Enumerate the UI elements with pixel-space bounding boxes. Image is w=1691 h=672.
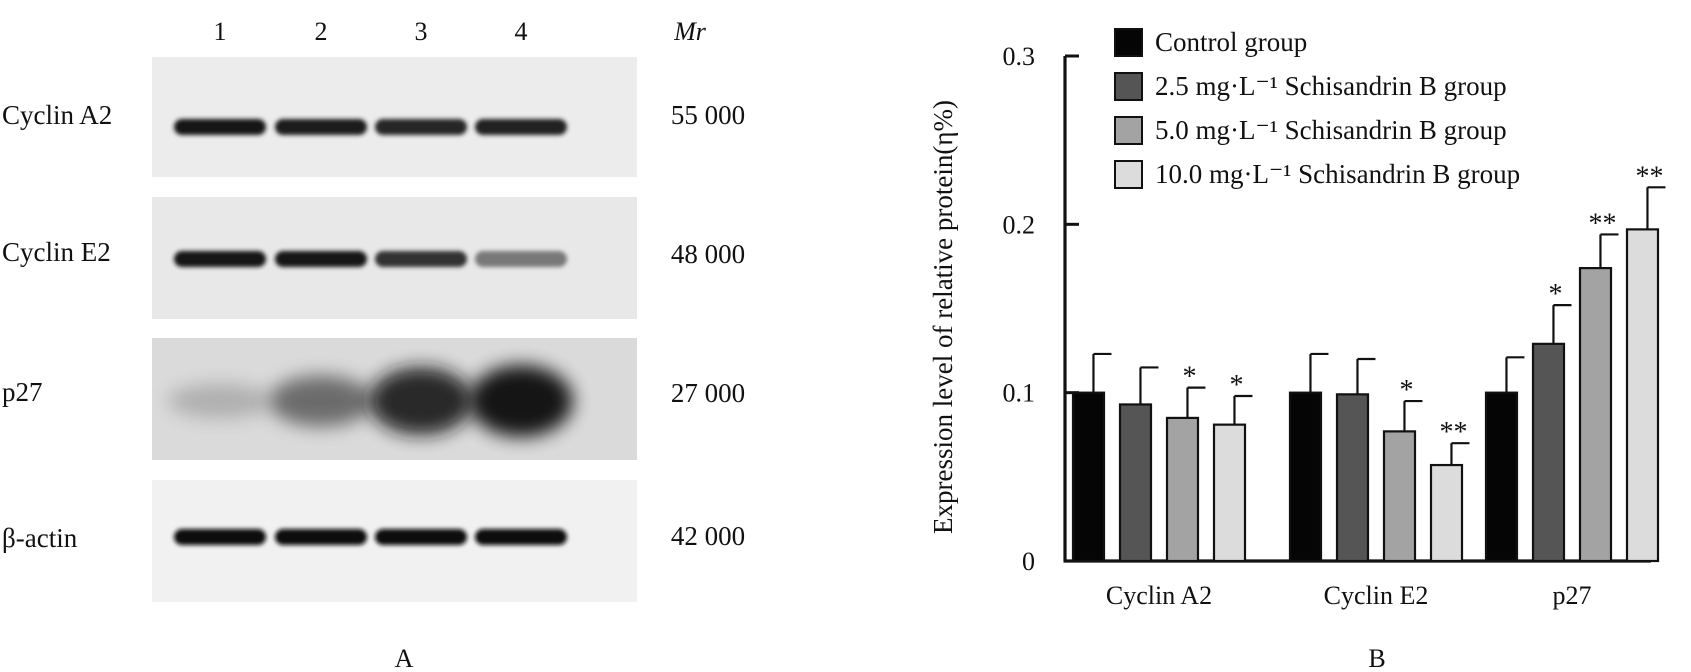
bar	[1531, 342, 1566, 563]
blot-band	[275, 529, 367, 545]
significance-marker: **	[1439, 417, 1467, 448]
legend-swatch	[1114, 28, 1143, 57]
blot-band	[269, 375, 373, 427]
lane-label-4: 4	[515, 17, 528, 46]
blot-band	[275, 119, 367, 135]
blot-band	[168, 383, 272, 419]
y-tick-label: 0.1	[1003, 379, 1036, 408]
blot-protein-label: Cyclin A2	[2, 100, 112, 130]
lane-labels: 1 2 3 4	[214, 17, 528, 46]
y-axis-title: Expression level of relative protein(η%)	[928, 100, 958, 534]
lane-label-3: 3	[415, 17, 428, 46]
blot-strip-cyclin-e2: Cyclin E2 48 000	[2, 197, 745, 319]
legend-label: 2.5 mg·L⁻¹ Schisandrin B group	[1155, 71, 1507, 101]
blot-strip-cyclin-a2: Cyclin A2 55 000	[2, 57, 745, 177]
blot-strip-p27: p27 27 000	[2, 338, 745, 460]
significance-marker: **	[1588, 208, 1616, 239]
blot-mr-value: 48 000	[671, 239, 745, 269]
bar	[1335, 393, 1370, 563]
bar	[1118, 403, 1153, 563]
blot-band	[174, 251, 266, 267]
bar	[1212, 423, 1247, 563]
blot-background	[152, 57, 637, 177]
mr-header: Mr	[673, 17, 707, 46]
blot-band	[469, 365, 573, 437]
blot-band	[475, 529, 567, 545]
blot-mr-value: 42 000	[671, 521, 745, 551]
y-axis-label: Expression level of relative protein(η%)	[928, 100, 958, 534]
bar	[1429, 463, 1464, 563]
significance-marker: *	[1229, 370, 1243, 401]
blot-band	[275, 251, 367, 267]
blot-band	[475, 251, 567, 267]
legend-label: 10.0 mg·L⁻¹ Schisandrin B group	[1155, 159, 1520, 189]
legend-label: Control group	[1155, 27, 1307, 57]
significance-marker: *	[1548, 279, 1562, 310]
lane-label-1: 1	[214, 17, 227, 46]
blot-mr-value: 55 000	[671, 100, 745, 130]
blot-protein-label: p27	[2, 377, 43, 407]
bar	[1484, 391, 1519, 563]
bar	[1165, 416, 1200, 563]
x-tick-label: Cyclin E2	[1324, 581, 1429, 610]
blot-mr-value: 27 000	[671, 378, 745, 408]
x-tick-label: Cyclin A2	[1106, 581, 1212, 610]
blot-strip-beta-actin: β-actin 42 000	[2, 480, 745, 602]
significance-marker: **	[1635, 161, 1663, 192]
bar	[1578, 267, 1613, 563]
blot-band	[375, 119, 467, 135]
blot-band	[375, 529, 467, 545]
legend-swatch	[1114, 160, 1143, 189]
legend: Control group 2.5 mg·L⁻¹ Schisandrin B gr…	[1114, 27, 1520, 189]
bar	[1288, 391, 1323, 563]
panel-label-a: A	[395, 644, 414, 672]
blot-band	[174, 529, 266, 545]
blot-protein-label: β-actin	[2, 523, 78, 553]
blot-band	[475, 119, 567, 135]
y-tick-label: 0.3	[1003, 42, 1036, 71]
bar	[1382, 430, 1417, 563]
y-tick-label: 0	[1022, 547, 1035, 576]
significance-marker: *	[1399, 375, 1413, 406]
blot-band	[369, 367, 473, 435]
bar	[1625, 228, 1660, 563]
y-tick-label: 0.2	[1003, 210, 1036, 239]
legend-swatch	[1114, 72, 1143, 101]
blot-band	[174, 119, 266, 135]
x-tick-label: p27	[1553, 581, 1592, 610]
legend-swatch	[1114, 116, 1143, 145]
lane-label-2: 2	[315, 17, 328, 46]
panel-label-b: B	[1368, 644, 1385, 672]
significance-marker: *	[1182, 362, 1196, 393]
western-blot-panel: 1 2 3 4 Mr Cyclin A2 55 000 Cyclin E2 48…	[2, 17, 745, 672]
bar	[1071, 391, 1106, 563]
blot-band	[375, 251, 467, 267]
blot-protein-label: Cyclin E2	[2, 237, 111, 267]
legend-label: 5.0 mg·L⁻¹ Schisandrin B group	[1155, 115, 1507, 145]
